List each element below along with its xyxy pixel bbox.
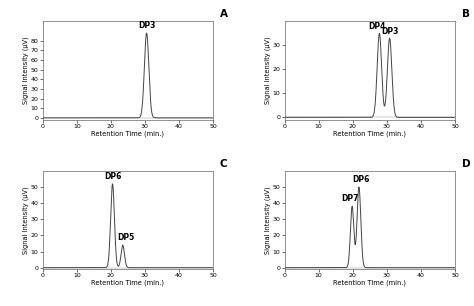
X-axis label: Retention Time (min.): Retention Time (min.) — [91, 280, 164, 286]
Text: DP6: DP6 — [353, 175, 370, 184]
Text: DP5: DP5 — [118, 233, 135, 242]
Text: A: A — [220, 9, 228, 20]
X-axis label: Retention Time (min.): Retention Time (min.) — [333, 280, 406, 286]
Y-axis label: Signal Intensity (μV): Signal Intensity (μV) — [264, 37, 271, 104]
Text: DP3: DP3 — [138, 21, 155, 30]
Text: D: D — [462, 159, 471, 169]
X-axis label: Retention Time (min.): Retention Time (min.) — [91, 130, 164, 137]
Y-axis label: Signal Intensity (μV): Signal Intensity (μV) — [264, 186, 271, 254]
Y-axis label: Signal Intensity (μV): Signal Intensity (μV) — [23, 37, 29, 104]
Text: DP3: DP3 — [382, 27, 399, 36]
Y-axis label: Signal Intensity (μV): Signal Intensity (μV) — [23, 186, 29, 254]
Text: C: C — [220, 159, 228, 169]
Text: DP6: DP6 — [104, 172, 121, 181]
Text: B: B — [462, 9, 470, 20]
Text: DP4: DP4 — [369, 22, 386, 31]
X-axis label: Retention Time (min.): Retention Time (min.) — [333, 130, 406, 137]
Text: DP7: DP7 — [341, 194, 359, 203]
